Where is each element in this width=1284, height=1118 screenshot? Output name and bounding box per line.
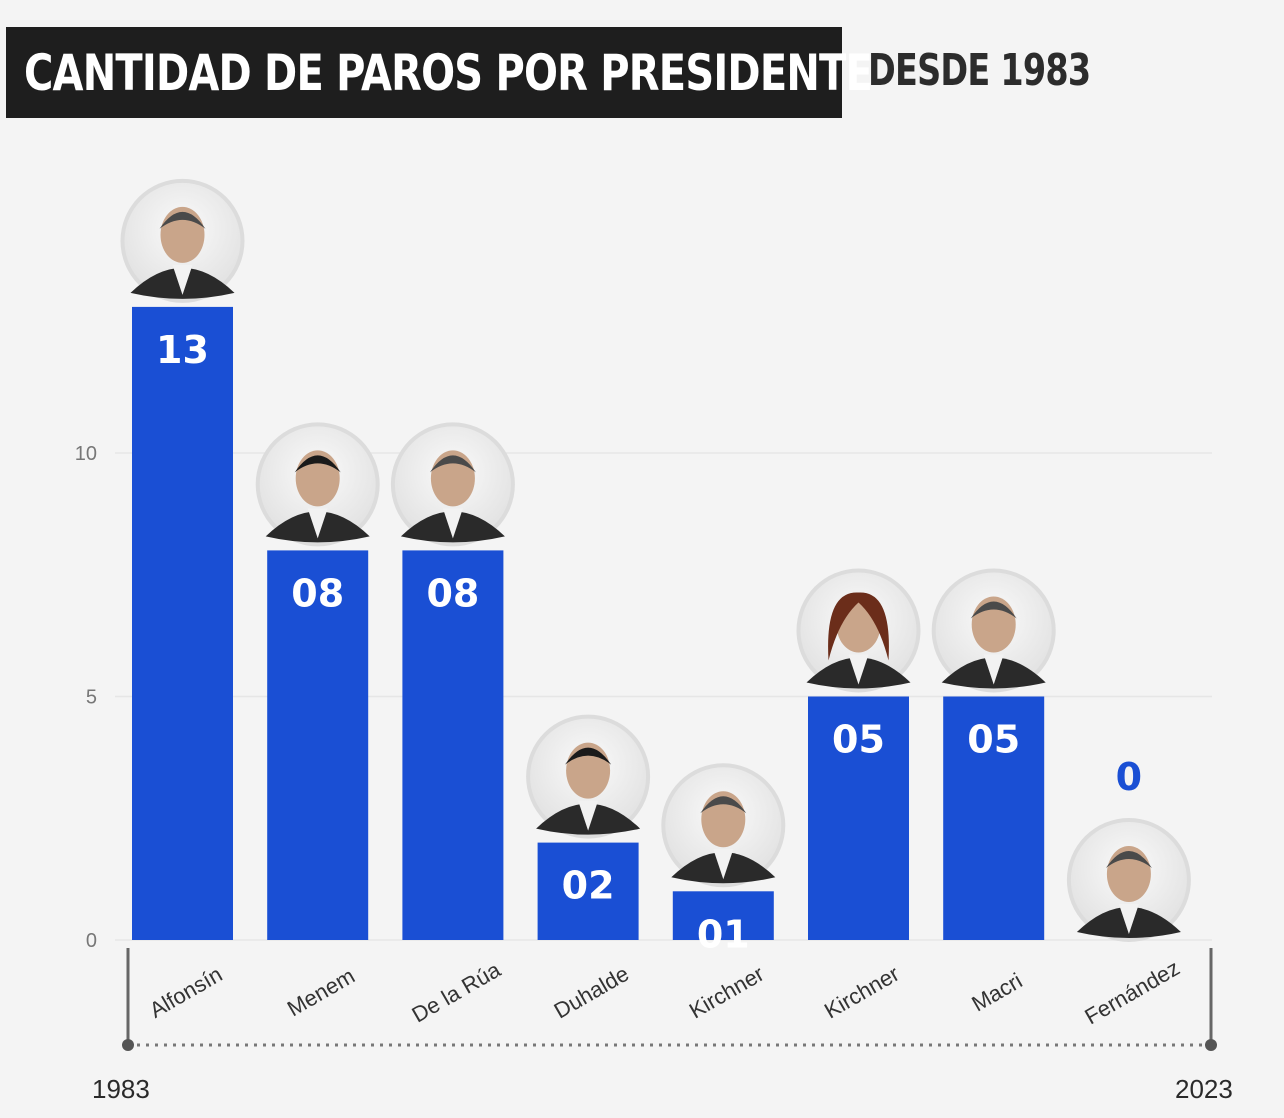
timeline-end-year: 2023 [1175,1074,1233,1104]
bar-value-label: 08 [426,571,479,615]
category-label: Fernández [1080,955,1184,1029]
y-tick-label: 0 [86,930,97,952]
category-label: Kirchner [685,961,768,1024]
portrait-hair [828,592,889,661]
bar-value-label: 05 [967,718,1020,762]
portrait-hair [700,796,747,814]
portrait-hair [970,601,1017,619]
portrait-shirt [1118,904,1139,934]
category-label: Duhalde [550,961,633,1024]
bar-value-label: 0 [1116,755,1142,799]
bar [402,550,504,940]
category-label: Alfonsín [145,961,226,1022]
y-axis-ticks: 0 5 10 [75,443,97,952]
timeline: 1983 2023 [92,948,1233,1104]
category-label: Macri [967,968,1026,1017]
category-label: Menem [283,963,359,1021]
portraits [120,178,1191,942]
portrait-hair [1105,851,1152,868]
portrait-1 [120,178,245,303]
bar [808,696,909,940]
bar [943,696,1045,940]
bar-value-label: 13 [156,328,209,372]
portrait-6 [796,568,921,693]
portrait-2 [255,422,380,547]
portrait-shirt [713,849,734,880]
portrait-7 [931,568,1056,693]
portrait-4 [526,714,651,839]
bar [132,306,233,940]
portrait-5 [661,763,786,888]
y-tick-label: 5 [86,687,97,709]
portrait-shirt [848,654,869,685]
portrait-hair [159,211,206,229]
bar-value-label: 02 [562,864,615,908]
timeline-start-dot [122,1039,134,1051]
bar-value-label: 08 [291,571,344,615]
bar-value-label: 01 [697,912,750,956]
timeline-end-dot [1205,1039,1217,1051]
timeline-start-year: 1983 [92,1074,150,1104]
title-banner: CANTIDAD DE PAROS POR PRESIDENTE [6,27,873,118]
bar [537,842,639,940]
portrait-hair [294,455,341,473]
portrait-3 [390,422,515,547]
portrait-shirt [172,264,193,295]
portrait-shirt [442,508,463,539]
category-labels: Alfonsín Menem De la Rúa Duhalde Kirchner Kir… [145,955,1184,1029]
bar-value-label: 05 [832,718,885,762]
portrait-hair [429,455,476,473]
chart-subtitle: DESDE 1983 [868,45,1091,96]
category-label: Kirchner [820,961,903,1024]
portrait-hair [565,747,612,765]
y-tick-label: 10 [75,443,97,465]
portrait-shirt [983,654,1004,685]
bars: 13 08 08 02 01 05 05 0 [132,306,1142,956]
chart-title: CANTIDAD DE PAROS POR PRESIDENTE [24,43,873,102]
portrait-shirt [307,508,328,539]
portrait-8 [1066,818,1191,942]
category-label: De la Rúa [408,957,506,1028]
bar [267,550,369,940]
portrait-shirt [578,800,599,831]
bar [672,891,774,940]
